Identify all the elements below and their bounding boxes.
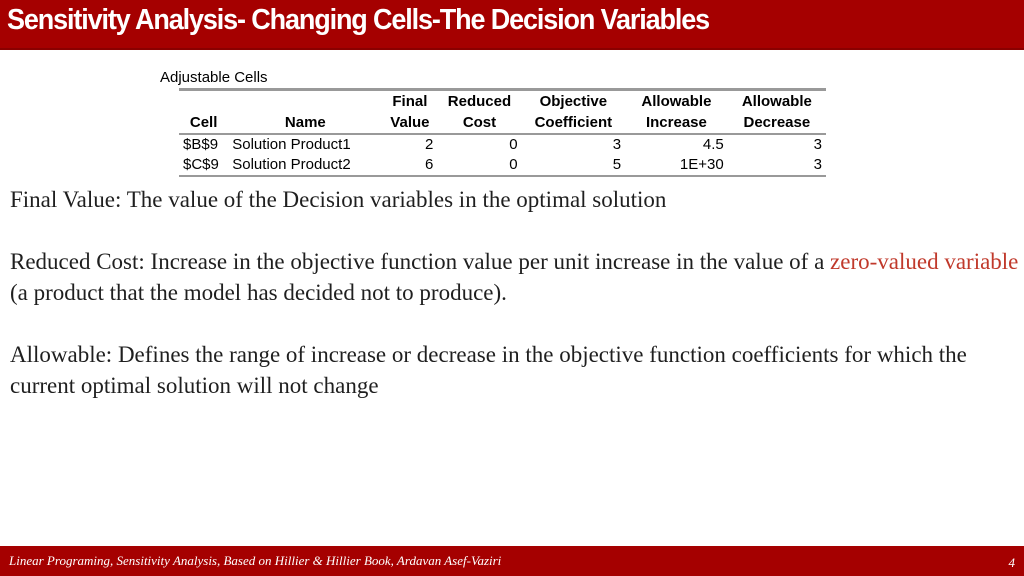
cell-final-value: 2	[382, 133, 438, 155]
col-header-allowable-increase: Increase	[645, 114, 707, 131]
cell-allowable-increase: 1E+30	[625, 155, 728, 177]
table-header-row-1: Final Reduced Objective Allowable Allowa…	[179, 88, 826, 112]
col-header-name: Name	[284, 114, 326, 131]
footer-bar: Linear Programing, Sensitivity Analysis,…	[0, 546, 1024, 576]
col-header-name-top	[228, 88, 383, 112]
reduced-cost-paragraph: Reduced Cost: Increase in the objective …	[10, 246, 1020, 308]
cell-name: Solution Product1	[228, 133, 383, 155]
col-header-allowable-decrease: Decrease	[743, 114, 811, 131]
footer-credit: Linear Programing, Sensitivity Analysis,…	[9, 553, 502, 568]
col-header-reduced-top: Reduced	[437, 88, 522, 112]
cell-allowable-increase: 4.5	[625, 133, 728, 155]
zero-valued-variable-highlight: zero-valued variable	[830, 249, 1019, 274]
col-header-objective-coefficient: Coefficient	[534, 114, 613, 131]
final-value-paragraph: Final Value: The value of the Decision v…	[10, 187, 667, 212]
cell-allowable-decrease: 3	[727, 133, 826, 155]
col-header-increase-top: Allowable	[625, 88, 728, 112]
table-caption: Adjustable Cells	[160, 69, 268, 86]
cell-objective-coefficient: 3	[521, 133, 626, 155]
page-number: 4	[1008, 555, 1016, 570]
cell-ref: $B$9	[179, 133, 229, 155]
allowable-paragraph: Allowable: Defines the range of increase…	[10, 342, 967, 398]
col-header-objective-top: Objective	[521, 88, 626, 112]
col-header-reduced-cost: Cost	[462, 114, 497, 131]
table-header-row-2: Cell Name Value Cost Coefficient Increas…	[179, 112, 826, 134]
cell-allowable-decrease: 3	[727, 155, 826, 177]
adjustable-cells-table: Final Reduced Objective Allowable Allowa…	[179, 88, 826, 177]
cell-reduced-cost: 0	[437, 133, 522, 155]
title-bar: Sensitivity Analysis- Changing Cells-The…	[0, 0, 1024, 50]
cell-final-value: 6	[382, 155, 438, 177]
cell-objective-coefficient: 5	[521, 155, 626, 177]
slide-title: Sensitivity Analysis- Changing Cells-The…	[7, 4, 710, 36]
sensitivity-table-container: Final Reduced Objective Allowable Allowa…	[179, 88, 826, 177]
reduced-cost-text: Reduced Cost: Increase in the objective …	[10, 249, 831, 274]
table-row: $B$9 Solution Product1 2 0 3 4.5 3	[179, 133, 826, 155]
col-header-cell-top	[179, 88, 229, 112]
cell-ref: $C$9	[179, 155, 229, 177]
table-row: $C$9 Solution Product2 6 0 5 1E+30 3	[179, 155, 826, 177]
col-header-final-top: Final	[382, 88, 438, 112]
reduced-cost-text-end: (a product that the model has decided no…	[10, 280, 507, 305]
col-header-cell: Cell	[189, 114, 218, 131]
cell-name: Solution Product2	[228, 155, 383, 177]
col-header-decrease-top: Allowable	[727, 88, 826, 112]
cell-reduced-cost: 0	[437, 155, 522, 177]
col-header-final-value: Value	[390, 114, 430, 131]
